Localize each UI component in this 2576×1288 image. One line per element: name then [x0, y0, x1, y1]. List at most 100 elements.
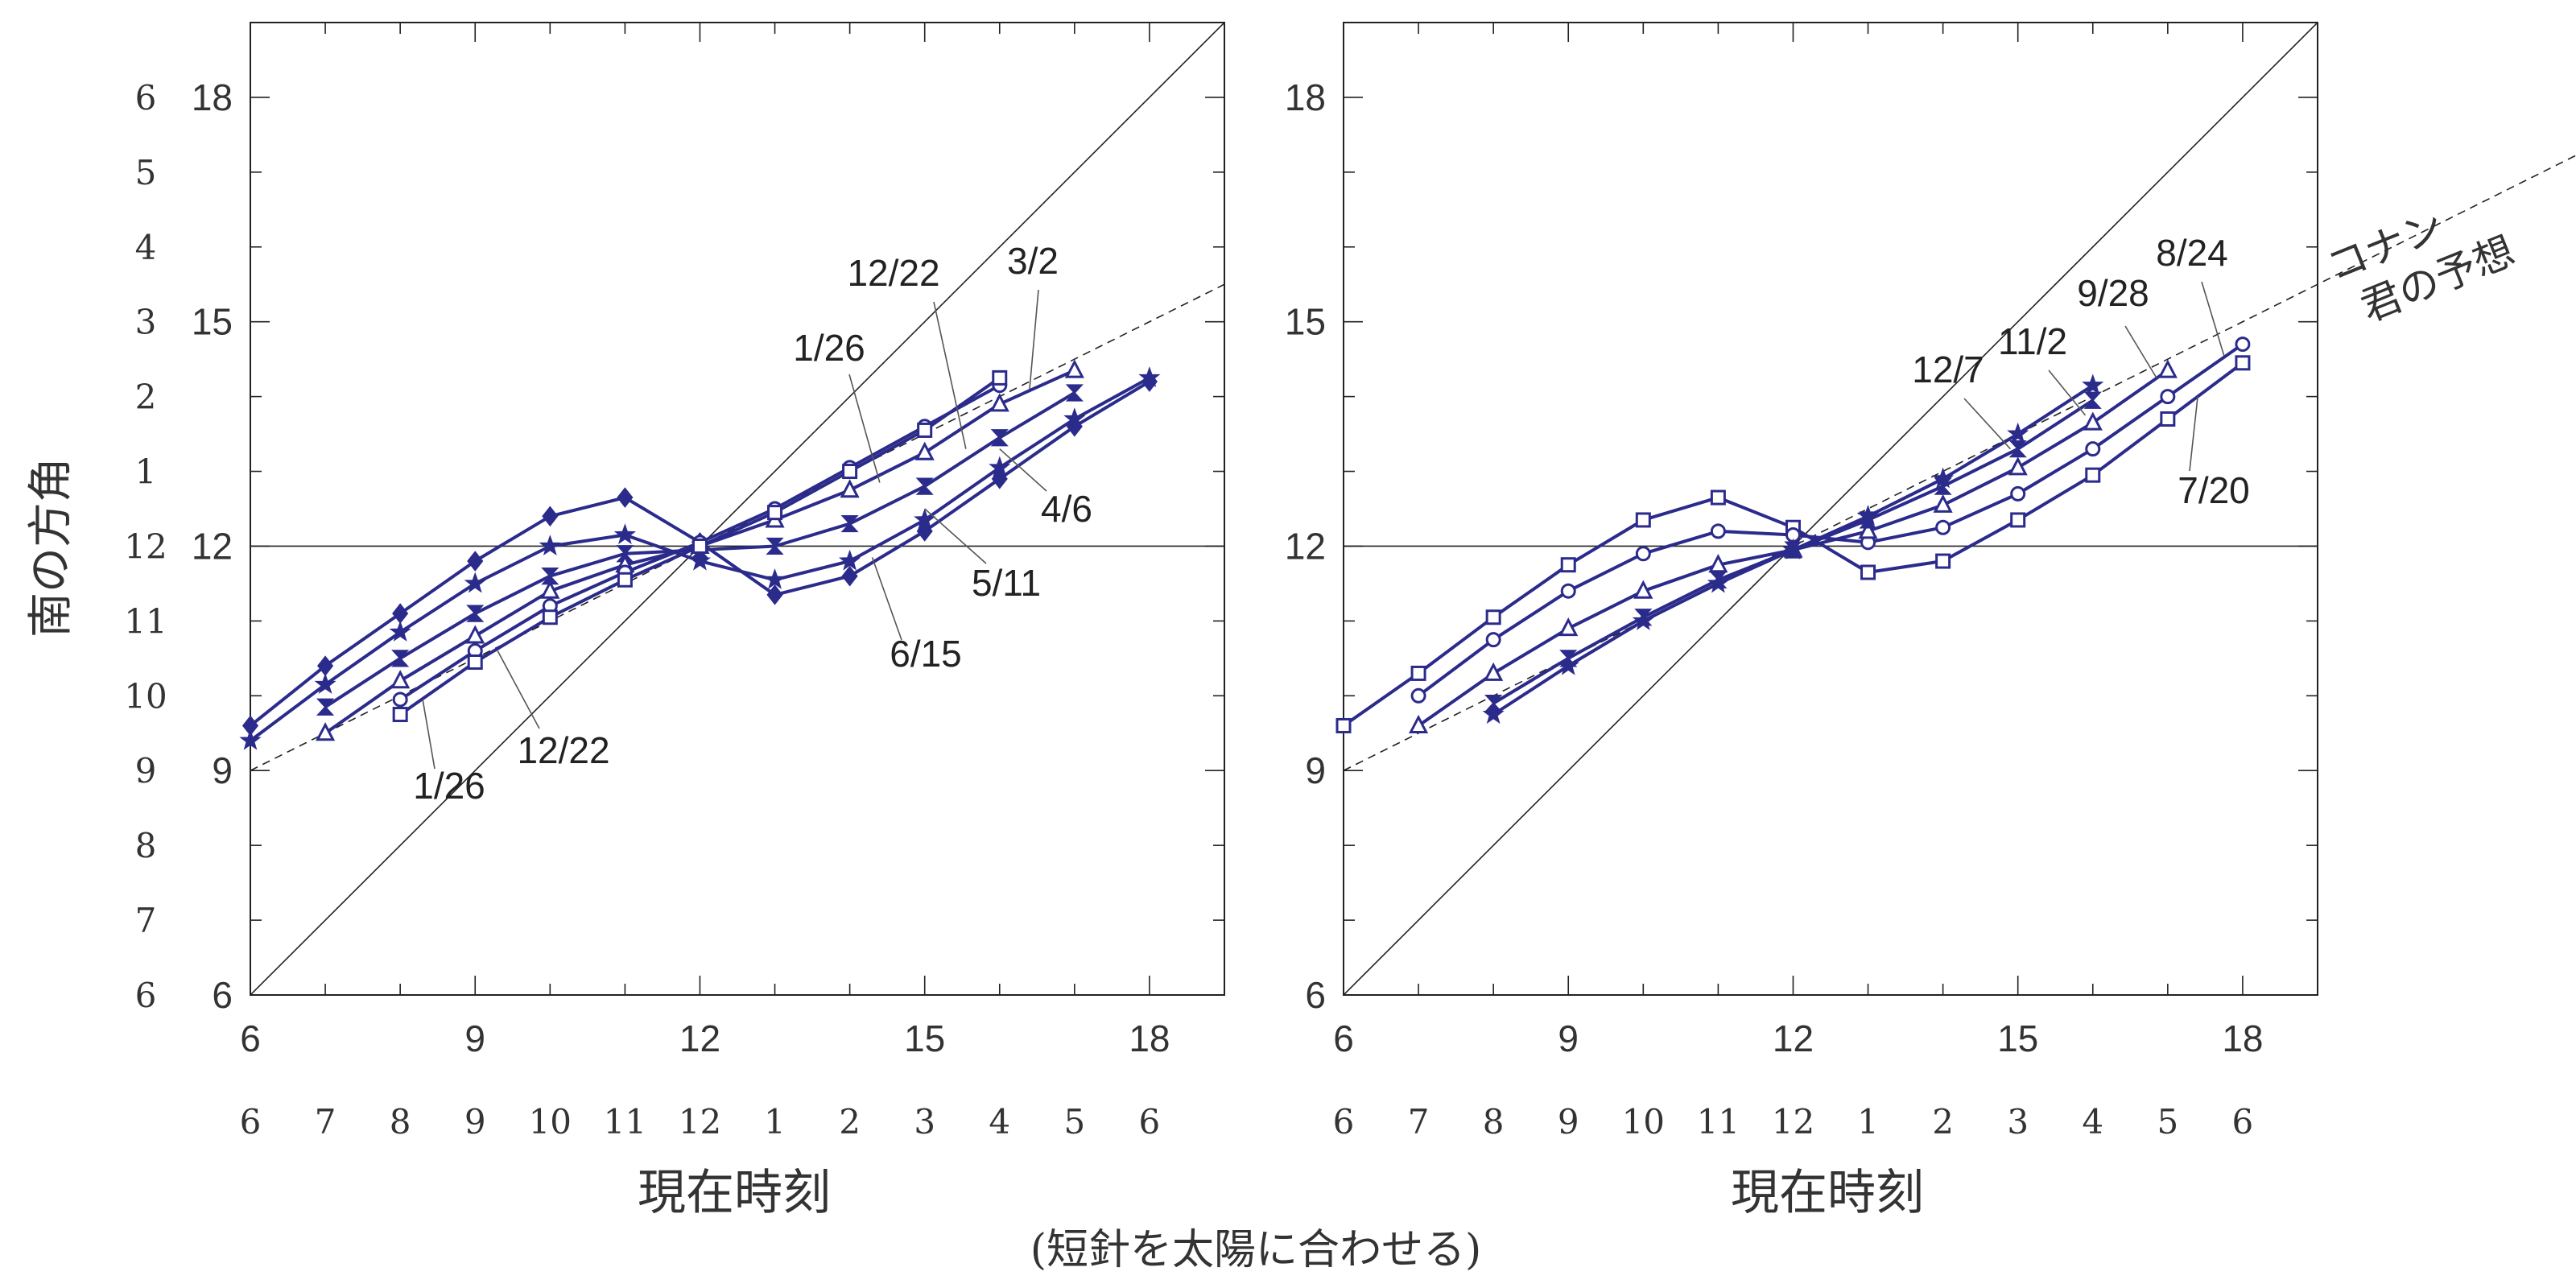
- series-point: [691, 538, 708, 554]
- series-point: [2008, 456, 2028, 476]
- annotation-label: 8/24: [2156, 232, 2228, 274]
- x-tick-label: 6: [240, 1018, 261, 1059]
- series-point: [541, 568, 559, 585]
- annotation-label: 9/28: [2077, 272, 2149, 314]
- series-line: [1417, 342, 2244, 697]
- annotation-leader: [2048, 369, 2087, 416]
- annotation-label: 5/11: [972, 562, 1041, 604]
- series-point: [767, 505, 783, 521]
- series-point: [1633, 580, 1653, 599]
- series-point: [992, 369, 1008, 386]
- annotation: 12/22: [847, 252, 967, 449]
- annotation: 12/7: [1912, 349, 2011, 450]
- annotation-label: 6/15: [890, 633, 962, 675]
- series-point: [389, 621, 411, 642]
- series-point: [1935, 519, 1951, 535]
- y-tick-label: 15: [1285, 301, 1326, 343]
- series-point: [1065, 384, 1084, 402]
- series-point: [540, 580, 560, 599]
- x-clock-label: 6: [1139, 1102, 1161, 1141]
- series-point: [914, 441, 935, 460]
- annotation: 8/24: [2156, 232, 2228, 356]
- y-tick-label: 6: [1305, 974, 1326, 1016]
- annotation-label: 4/6: [1041, 488, 1092, 530]
- x-clock-label: 8: [390, 1102, 411, 1141]
- y-clock-label: 11: [124, 601, 167, 641]
- annotation-label: 11/2: [1998, 320, 2067, 362]
- annotation-label: 7/20: [2178, 469, 2250, 511]
- annotation: 7/20: [2178, 396, 2250, 511]
- series-point: [390, 670, 411, 689]
- prediction-line: [250, 283, 1224, 771]
- series-point: [2083, 411, 2103, 431]
- reference-lines: [1344, 23, 2318, 995]
- annotation-leader: [1963, 398, 2011, 450]
- series-point: [466, 605, 485, 622]
- series-point: [1410, 665, 1426, 681]
- x-clock-label: 5: [1063, 1102, 1085, 1141]
- series-point: [1781, 538, 1805, 559]
- series-point: [766, 537, 784, 555]
- series-point: [838, 549, 861, 571]
- annotation-leader: [1029, 289, 1039, 390]
- x-clock-label: 6: [240, 1102, 262, 1141]
- x-tick-label: 12: [1773, 1018, 1814, 1059]
- annotation-leader: [848, 374, 881, 483]
- y-tick-label: 18: [1285, 76, 1326, 118]
- x-clock-label: 6: [1333, 1102, 1355, 1141]
- y-clock-label: 9: [135, 751, 157, 791]
- series-point: [392, 707, 408, 723]
- series-point: [2157, 359, 2178, 378]
- annotation: 6/15: [871, 557, 962, 675]
- annotation: 4/6: [999, 448, 1092, 530]
- series-point: [1560, 583, 1576, 599]
- x-axis-label-right: 現在時刻: [1731, 1165, 1924, 1221]
- x-clock-label: 3: [914, 1102, 935, 1141]
- x-clock-label: 9: [464, 1102, 486, 1141]
- x-clock-label: 2: [1932, 1102, 1954, 1141]
- series-point: [316, 722, 336, 741]
- x-clock-label: 5: [2157, 1102, 2178, 1141]
- annotation-leader: [933, 301, 967, 449]
- series-point: [2160, 411, 2176, 427]
- annotation: 3/2: [1007, 240, 1059, 390]
- x-tick-label: 18: [2222, 1018, 2263, 1059]
- x-tick-label: 9: [1558, 1018, 1579, 1059]
- series-point: [542, 609, 558, 625]
- y-tick-label: 15: [192, 301, 233, 343]
- series-point: [763, 568, 786, 589]
- y-tick-label: 12: [192, 525, 233, 567]
- x-tick-label: 18: [1129, 1018, 1170, 1059]
- annotation-leader: [497, 650, 540, 729]
- series-point: [914, 508, 936, 530]
- series-point: [617, 572, 633, 588]
- annotation-leader: [2189, 396, 2198, 472]
- x-clock-label: 4: [2082, 1102, 2103, 1141]
- y-clock-label: 10: [124, 676, 167, 716]
- series-point: [1484, 662, 1504, 681]
- x-clock-label: 10: [1622, 1102, 1665, 1141]
- series-point: [467, 551, 484, 572]
- diagonal-line: [250, 23, 1224, 995]
- series-point: [1635, 546, 1651, 562]
- series-point: [467, 654, 483, 670]
- x-clock-label: 12: [1772, 1102, 1814, 1141]
- x-clock-label: 9: [1558, 1102, 1579, 1141]
- series-point: [617, 487, 634, 508]
- series-point: [239, 729, 262, 750]
- y-tick-label: 12: [1285, 525, 1326, 567]
- x-clock-label: 2: [839, 1102, 861, 1141]
- series-point: [1935, 553, 1951, 569]
- series-point: [917, 422, 933, 438]
- annotation-leader: [999, 448, 1047, 492]
- series-point: [1933, 493, 1953, 513]
- x-clock-label: 10: [529, 1102, 572, 1141]
- series-point: [542, 506, 559, 527]
- y-clock-label: 12: [124, 526, 167, 566]
- series-point: [2160, 389, 2176, 405]
- series-point: [1856, 505, 1880, 526]
- series-8-24: [1410, 336, 2251, 704]
- annotation-label: 1/26: [413, 765, 485, 807]
